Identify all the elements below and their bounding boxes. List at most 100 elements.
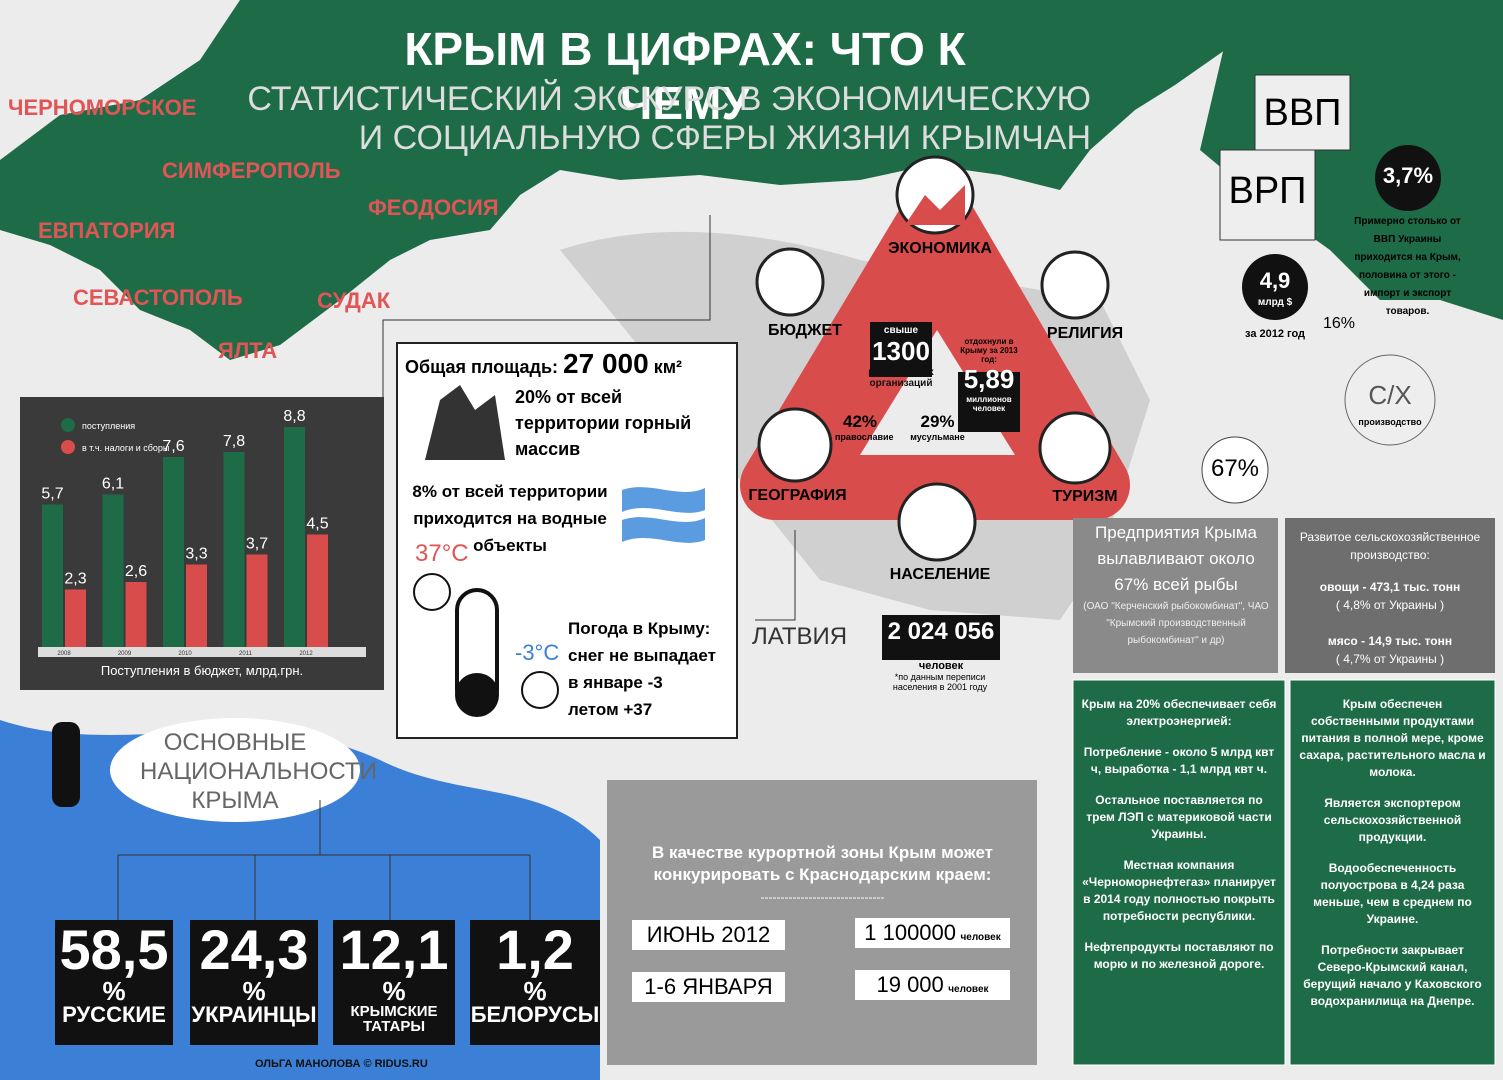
- nationality: 58,5% РУССКИЕ: [55, 922, 173, 1026]
- label-budget: БЮДЖЕТ: [768, 322, 842, 339]
- share-text: Примерно столько от ВВП Украины приходит…: [1354, 216, 1461, 317]
- count-unit: человек: [960, 932, 1001, 943]
- credit: ОЛЬГА МАНОЛОВА © RIDUS.RU: [255, 1058, 428, 1070]
- nat-name: РУССКИЕ: [62, 1002, 166, 1027]
- weather-line: Погода в Крыму:: [568, 619, 711, 638]
- population-unit: человек: [918, 660, 964, 672]
- bar: [163, 457, 184, 647]
- nationalities-ellipse: [110, 718, 360, 822]
- food-text: Крым обеспечен собственными продуктами п…: [1297, 696, 1488, 1024]
- fish-share: 67%: [1210, 455, 1260, 482]
- connectors: [117, 215, 796, 920]
- x-tick-label: 2010: [178, 651, 192, 657]
- city: СЕВАСТОПОЛЬ: [73, 285, 243, 310]
- nationality: 24,3% УКРАИНЦЫ: [190, 922, 318, 1026]
- energy-paragraph: Потребление - около 5 млрд квт ч, вырабо…: [1083, 745, 1275, 776]
- fish-box: [1073, 518, 1278, 673]
- population-value: 2 024 056: [887, 618, 995, 645]
- agri-share: 16%: [1323, 315, 1356, 332]
- nat-unit: %: [102, 976, 126, 1006]
- bar: [125, 582, 147, 647]
- energy-paragraph: Остальное поставляется по трем ЛЭП с мат…: [1086, 793, 1272, 841]
- count-value: 19 000: [876, 972, 944, 997]
- orgs-pre: свыше: [883, 325, 919, 336]
- agri-item: мясо - 14,9 тыс. тонн: [1327, 634, 1453, 648]
- population-box: [882, 615, 1000, 660]
- orthodox: 42% православие: [835, 412, 894, 442]
- nat-box: [190, 920, 318, 1045]
- temp-high: 37°C: [415, 540, 469, 567]
- tourism-divider: -------------------------------: [760, 890, 885, 904]
- tourism-period: 1-6 ЯНВАРЯ: [632, 972, 785, 1002]
- grp-circle: [1242, 254, 1308, 320]
- compare: ЛАТВИЯ: [752, 623, 848, 650]
- nat-box: [470, 920, 600, 1045]
- subtitle-line: СТАТИСТИЧЕСКИЙ ЭКСКУРС В ЭКОНОМИЧЕСКУЮ: [247, 80, 1091, 118]
- city: СИМФЕРОПОЛЬ: [162, 158, 341, 183]
- city: ФЕОДОСИЯ: [368, 195, 499, 220]
- agri-item: овощи - 473,1 тыс. тонн: [1319, 580, 1461, 594]
- bar: [307, 534, 328, 647]
- fish-title: Предприятия Крыма вылавливают около 67% …: [1095, 523, 1257, 594]
- bar: [42, 504, 63, 647]
- icon-geography: [757, 407, 833, 483]
- mountains: 20% от всей территории горный массив: [515, 387, 692, 459]
- orgs-text: религиозных организаций: [868, 367, 934, 389]
- energy-text: Крым на 20% обеспечивает себя электроэне…: [1080, 696, 1278, 987]
- agri-items: овощи - 473,1 тыс. тонн ( 4,8% от Украины…: [1292, 578, 1488, 686]
- icon-tourism: [1038, 411, 1112, 485]
- grp: ВРП: [1228, 170, 1307, 212]
- budget-chart: поступления 5,7 6,1 7,6 7,8 8,8 в т.ч. налоги …: [38, 408, 366, 678]
- nat-box: [333, 920, 455, 1045]
- value-label: 6,1: [102, 476, 124, 493]
- weather: Погода в Крыму: снег не выпадает в январе …: [568, 615, 716, 723]
- grp-value: 4,9: [1259, 268, 1291, 293]
- thermometer-bulb: [455, 673, 499, 717]
- agri: С/Х: [1368, 380, 1412, 410]
- nat-name: КРЫМСКИЕ ТАТАРЫ: [350, 1003, 438, 1035]
- orgs: свыше 1300 религиозных организаций: [855, 325, 947, 389]
- nat-unit: %: [242, 976, 266, 1006]
- tourism-count: 1 100000 человек: [855, 918, 1010, 948]
- nat-value: 58,5: [59, 918, 169, 981]
- grp-unit: млрд $: [1257, 297, 1293, 308]
- food-box: [1289, 679, 1496, 1066]
- value-label: 2,3: [64, 571, 86, 588]
- label-tourism: ТУРИЗМ: [1052, 488, 1118, 505]
- value-label: 3,3: [185, 546, 207, 563]
- nat-box: [55, 920, 173, 1045]
- bar: [65, 589, 86, 647]
- food-paragraph: Водообеспеченность полуострова в 4,24 ра…: [1313, 861, 1472, 926]
- city: ЧЕРНОМОРСКОЕ: [8, 95, 197, 120]
- agri-title: Развитое сельскохозяйственное производст…: [1299, 530, 1481, 562]
- value-label: 4,5: [306, 516, 328, 533]
- weather-line: летом +37: [568, 700, 653, 719]
- icon-religion: [1040, 250, 1110, 320]
- gdp-box: [1254, 74, 1351, 151]
- energy-paragraph: Крым на 20% обеспечивает себя электроэне…: [1081, 697, 1277, 728]
- area: Общая площадь: 27 000 км²: [405, 348, 682, 380]
- water-graphic: [622, 487, 705, 543]
- area-unit: км²: [653, 357, 683, 377]
- agri-share: ( 4,8% от Украины ): [1335, 598, 1445, 612]
- nationalities-title: ОСНОВНЫЕ НАЦИОНАЛЬНОСТИ КРЫМА: [140, 729, 377, 814]
- bar: [246, 554, 268, 647]
- x-tick-label: 2009: [118, 651, 132, 657]
- nat-value: 24,3: [199, 918, 309, 981]
- tourists-unit: миллионов человек: [966, 395, 1012, 413]
- food-paragraph: Является экспортером сельскохозяйственно…: [1323, 796, 1462, 844]
- gdp: ВВП: [1263, 92, 1342, 134]
- nationality: 1,2% БЕЛОРУСЫ: [470, 922, 600, 1026]
- tourists-value: 5,89: [963, 364, 1015, 394]
- weather-line: снег не выпадает: [568, 646, 716, 665]
- bar: [223, 452, 245, 647]
- energy-paragraph: Местная компания «Черноморнефтегаз» план…: [1082, 858, 1276, 923]
- legend-swatch: [61, 440, 75, 454]
- fish-circle: [1201, 436, 1269, 504]
- nationality-boxes: [55, 920, 600, 1045]
- temp-low: -3°C: [515, 640, 560, 665]
- value-label: 3,7: [246, 536, 268, 553]
- person-icon: [52, 722, 80, 807]
- x-tick-label: 2012: [299, 651, 313, 657]
- city: СУДАК: [317, 288, 391, 313]
